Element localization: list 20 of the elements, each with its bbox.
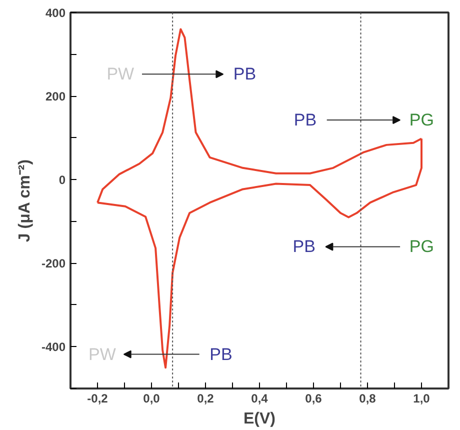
y-tick-label: 400 [45,6,66,20]
x-tick-label: 0,2 [197,392,214,406]
y-tick-label: -200 [41,256,66,271]
x-tick-label: 0,4 [251,392,268,406]
x-tick-label: 0,6 [305,392,322,406]
x-tick-label: -0,2 [87,392,108,406]
x-tick-label: 0,8 [359,392,376,406]
y-tick-label: 0 [58,173,66,188]
annotation: PB [294,110,317,130]
x-tick-label: 0,0 [143,392,160,406]
annotation: PB [292,237,316,256]
annotation: PG [409,110,434,130]
y-tick-label: -400 [41,340,66,354]
y-tick-label: 200 [45,90,66,104]
annotation: PG [409,237,434,256]
y-axis-title: J (μA cm⁻²) [16,159,34,242]
annotation: PB [210,344,232,364]
x-tick-label: 1,0 [413,392,430,406]
annotation: PB [233,64,256,84]
x-axis-title: E(V) [244,410,276,428]
